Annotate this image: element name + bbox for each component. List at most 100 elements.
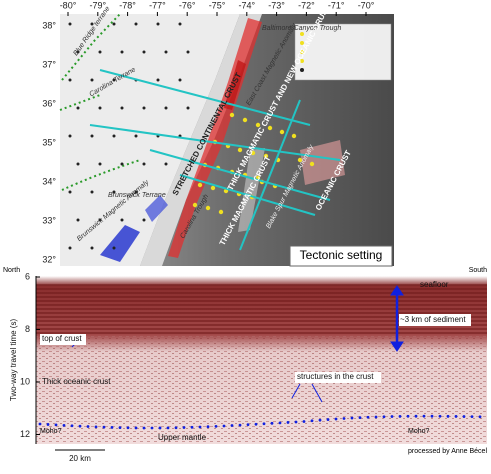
station-dot xyxy=(113,135,116,138)
moho-dot xyxy=(335,418,338,421)
moho-dot xyxy=(47,423,50,426)
moho-dot xyxy=(319,419,322,422)
annotation: ~3 km of sediment xyxy=(400,315,466,324)
station-dot xyxy=(143,219,146,222)
annotation: Moho? xyxy=(40,428,62,435)
lat-label: 38° xyxy=(42,20,56,30)
moho-dot xyxy=(119,426,122,429)
station-dot xyxy=(135,135,138,138)
moho-dot xyxy=(423,415,426,418)
moho-dot xyxy=(271,422,274,425)
moho-dot xyxy=(191,426,194,429)
moho-dot xyxy=(375,416,378,419)
obs-dot xyxy=(268,126,272,130)
station-dot xyxy=(157,23,160,26)
lat-label: 36° xyxy=(42,98,56,108)
lat-label: 32° xyxy=(42,254,56,264)
panel-label: Tectonic setting xyxy=(300,248,383,262)
obs-dot xyxy=(219,210,223,214)
annotation: Upper mantle xyxy=(158,433,207,442)
moho-dot xyxy=(183,426,186,429)
y-tick-label: 10 xyxy=(20,376,30,386)
moho-dot xyxy=(111,426,114,429)
moho-dot xyxy=(159,427,162,430)
lon-label: -78° xyxy=(119,0,136,10)
lon-label: -79° xyxy=(89,0,106,10)
moho-dot xyxy=(311,419,314,422)
station-dot xyxy=(143,107,146,110)
lon-label: -71° xyxy=(328,0,345,10)
lat-label: 34° xyxy=(42,176,56,186)
station-dot xyxy=(121,163,124,166)
moho-dot xyxy=(471,415,474,418)
moho-dot xyxy=(79,425,82,428)
annotation: Moho? xyxy=(408,428,430,435)
station-dot xyxy=(121,219,124,222)
moho-dot xyxy=(239,424,242,427)
moho-dot xyxy=(127,426,130,429)
moho-dot xyxy=(215,425,218,428)
moho-dot xyxy=(199,426,202,429)
moho-dot xyxy=(223,425,226,428)
station-dot xyxy=(121,107,124,110)
moho-dot xyxy=(63,424,66,427)
obs-dot xyxy=(243,118,247,122)
obs-dot xyxy=(211,186,215,190)
moho-dot xyxy=(431,415,434,418)
station-dot xyxy=(179,23,182,26)
lon-label: -72° xyxy=(298,0,315,10)
moho-dot xyxy=(103,426,106,429)
page: Tectonic setting Blue Ridge terrane Caro… xyxy=(0,0,491,469)
obs-dot xyxy=(280,130,284,134)
station-dot xyxy=(91,247,94,250)
moho-dot xyxy=(279,421,282,424)
y-axis-title: Two-way travel time (s) xyxy=(9,319,18,402)
station-dot xyxy=(99,107,102,110)
moho-dot xyxy=(295,421,298,424)
right-label: South xyxy=(469,267,487,274)
moho-dot xyxy=(327,418,330,421)
lat-labels: 38°37°36°35°34°33°32° xyxy=(42,20,56,264)
lat-label: 37° xyxy=(42,59,56,69)
obs-dot xyxy=(206,206,210,210)
moho-dot xyxy=(399,415,402,418)
moho-dot xyxy=(95,425,98,428)
station-dot xyxy=(69,135,72,138)
moho-dot xyxy=(39,423,42,426)
station-dot xyxy=(91,135,94,138)
section-panel: 681012 Two-way travel time (s) North Sou… xyxy=(3,267,487,463)
station-dot xyxy=(91,191,94,194)
y-tick-label: 12 xyxy=(20,429,30,439)
lon-label: -76° xyxy=(179,0,196,10)
station-dot xyxy=(69,247,72,250)
station-dot xyxy=(69,79,72,82)
moho-dot xyxy=(383,415,386,418)
station-dot xyxy=(77,107,80,110)
moho-dot xyxy=(415,415,418,418)
moho-dot xyxy=(455,415,458,418)
station-dot xyxy=(121,51,124,54)
station-dot xyxy=(77,163,80,166)
station-dot xyxy=(187,107,190,110)
moho-dot xyxy=(439,415,442,418)
obs-dot xyxy=(198,183,202,187)
station-dot xyxy=(143,51,146,54)
lon-label: -70° xyxy=(358,0,375,10)
moho-dot xyxy=(143,427,146,430)
station-dot xyxy=(77,219,80,222)
annotation: structures in the crust xyxy=(297,372,374,381)
moho-dot xyxy=(207,425,210,428)
lon-label: -80° xyxy=(60,0,77,10)
moho-dot xyxy=(87,425,90,428)
moho-dot xyxy=(255,423,258,426)
region-label: Baltimore Canyon Trough xyxy=(262,25,341,32)
obs-dot xyxy=(238,148,242,152)
lon-label: -75° xyxy=(209,0,226,10)
map-panel: Tectonic setting Blue Ridge terrane Caro… xyxy=(42,0,394,266)
station-dot xyxy=(113,23,116,26)
moho-dot xyxy=(303,420,306,423)
moho-dot xyxy=(447,415,450,418)
station-dot xyxy=(135,23,138,26)
station-dot xyxy=(157,79,160,82)
moho-dot xyxy=(407,415,410,418)
